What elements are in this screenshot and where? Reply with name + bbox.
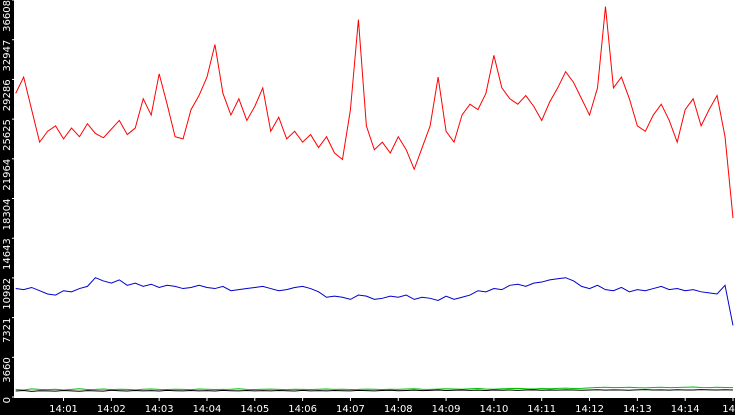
series-line [15, 386, 734, 391]
y-tick-label: 32947 [2, 40, 13, 72]
x-tick-label: 14:11 [527, 404, 556, 415]
x-tick-label: 14:13 [623, 404, 652, 415]
series-line [15, 277, 734, 326]
x-tick-label: 14:12 [575, 404, 604, 415]
x-tick-label: 14:05 [240, 404, 269, 415]
y-tick-label: 7321 [2, 318, 13, 343]
x-tick-label: 14:08 [384, 404, 413, 415]
y-tick-label: 36608 [2, 0, 13, 32]
y-axis-strip [0, 0, 14, 415]
x-axis-strip [0, 398, 735, 415]
series-line [15, 389, 734, 392]
x-tick-label: 14:09 [432, 404, 461, 415]
y-tick-label: 3660 [2, 357, 13, 382]
x-tick-label: 14 [722, 404, 735, 415]
x-tick-label: 14:10 [479, 404, 508, 415]
y-tick-label: 25625 [2, 119, 13, 151]
y-tick-label: 14643 [2, 238, 13, 270]
x-tick-label: 14:07 [336, 404, 365, 415]
x-tick-label: 14:02 [97, 404, 126, 415]
y-tick-label: 0 [2, 397, 13, 403]
x-tick-label: 14:04 [193, 404, 222, 415]
x-tick-label: 14:01 [49, 404, 78, 415]
x-tick-label: 14:03 [145, 404, 174, 415]
y-tick-label: 29286 [2, 79, 13, 111]
series-line [15, 6, 734, 219]
y-tick-label: 21964 [2, 159, 13, 191]
x-tick-label: 14:14 [671, 404, 700, 415]
y-tick-label: 10982 [2, 278, 13, 310]
y-tick-label: 18304 [2, 199, 13, 231]
x-tick-label: 14:06 [288, 404, 317, 415]
